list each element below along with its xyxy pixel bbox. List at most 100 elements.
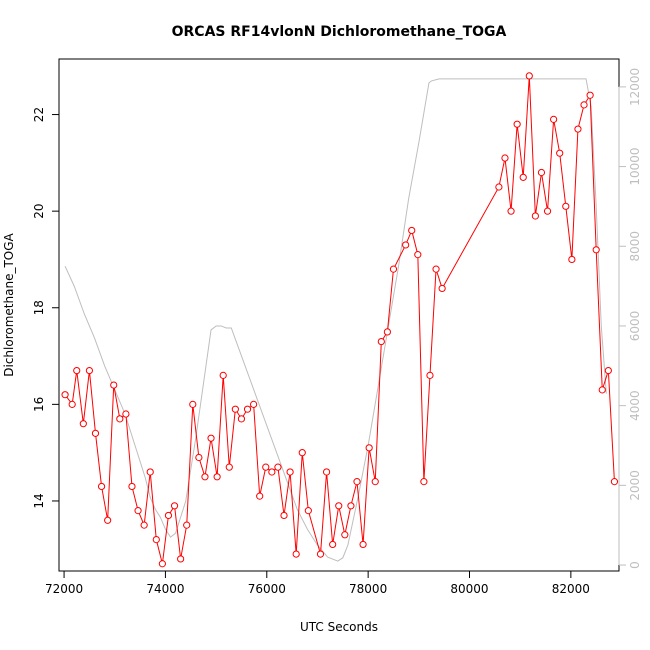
chart-title: ORCAS RF14vlonN Dichloromethane_TOGA bbox=[172, 24, 507, 40]
data-point bbox=[580, 101, 588, 109]
data-point bbox=[610, 478, 619, 486]
y-tick-label: 20 bbox=[32, 204, 46, 219]
data-point bbox=[592, 246, 600, 254]
data-point bbox=[195, 453, 203, 462]
data-point bbox=[513, 120, 521, 128]
data-point bbox=[347, 502, 355, 510]
data-point bbox=[122, 410, 130, 418]
data-point bbox=[225, 463, 233, 471]
data-point bbox=[298, 449, 306, 457]
data-point bbox=[531, 212, 539, 220]
data-point bbox=[556, 149, 564, 157]
data-point bbox=[402, 241, 410, 249]
data-point bbox=[359, 540, 367, 549]
data-point bbox=[201, 473, 209, 481]
data-point bbox=[134, 507, 142, 515]
data-point bbox=[365, 444, 373, 452]
data-point bbox=[550, 115, 558, 123]
data-point bbox=[353, 478, 361, 486]
x-tick-label: 76000 bbox=[248, 582, 286, 596]
x-axis-label: UTC Seconds bbox=[300, 620, 378, 634]
data-point bbox=[91, 429, 100, 437]
y2-tick-label: 12000 bbox=[628, 68, 642, 106]
data-point bbox=[495, 183, 503, 191]
data-point bbox=[371, 478, 379, 486]
series-line-secondary bbox=[64, 78, 607, 562]
data-point bbox=[146, 468, 154, 476]
data-point bbox=[389, 265, 398, 273]
data-point bbox=[598, 386, 606, 394]
y2-tick-label: 4000 bbox=[628, 390, 642, 421]
y2-tick-label: 0 bbox=[628, 561, 642, 569]
series-secondary bbox=[64, 78, 607, 562]
series-primary bbox=[61, 72, 619, 568]
data-point bbox=[286, 468, 294, 476]
x-tick-label: 78000 bbox=[349, 582, 387, 596]
data-point bbox=[104, 516, 112, 524]
data-point bbox=[73, 366, 81, 375]
data-point bbox=[525, 72, 533, 80]
y2-tick-label: 10000 bbox=[628, 147, 642, 185]
data-point bbox=[432, 265, 440, 273]
data-point bbox=[414, 251, 422, 259]
data-point bbox=[304, 507, 312, 515]
y-tick-label: 22 bbox=[32, 107, 46, 122]
data-point bbox=[256, 492, 264, 500]
y-tick-label: 16 bbox=[32, 397, 46, 412]
data-point bbox=[501, 154, 509, 162]
data-point bbox=[250, 400, 258, 408]
data-point bbox=[152, 536, 160, 544]
data-point bbox=[79, 420, 87, 428]
data-point bbox=[128, 482, 136, 491]
data-point bbox=[574, 125, 582, 133]
data-point bbox=[213, 473, 221, 481]
data-point bbox=[519, 173, 527, 181]
data-point bbox=[562, 202, 570, 210]
data-point bbox=[426, 371, 434, 379]
y-tick-label: 18 bbox=[32, 300, 46, 315]
data-point bbox=[377, 337, 385, 346]
axes-group: 72000 74000 76000 78000 80000 820001416182022… bbox=[32, 68, 642, 596]
data-point bbox=[586, 91, 594, 99]
data-point bbox=[170, 502, 179, 510]
data-point bbox=[177, 555, 185, 563]
data-point bbox=[262, 463, 270, 471]
y-axis-label: Dichloromethane_TOGA bbox=[2, 232, 16, 376]
data-point bbox=[292, 550, 300, 558]
y-tick-label: 14 bbox=[32, 493, 46, 508]
x-tick-label: 72000 bbox=[45, 582, 83, 596]
data-point bbox=[183, 521, 191, 529]
data-point bbox=[207, 434, 215, 442]
data-point bbox=[420, 478, 428, 486]
data-point bbox=[140, 521, 148, 529]
data-point bbox=[61, 391, 69, 399]
x-tick-label: 82000 bbox=[552, 582, 590, 596]
y2-tick-label: 2000 bbox=[628, 470, 642, 501]
data-point bbox=[116, 415, 124, 423]
data-point bbox=[543, 207, 552, 215]
data-point bbox=[507, 207, 515, 215]
data-point bbox=[97, 482, 106, 491]
data-point bbox=[438, 284, 446, 293]
data-point bbox=[280, 511, 288, 520]
x-tick-label: 80000 bbox=[450, 582, 488, 596]
data-point bbox=[341, 531, 349, 539]
data-point bbox=[568, 255, 576, 264]
data-point bbox=[537, 168, 546, 177]
data-point bbox=[110, 381, 118, 389]
data-point bbox=[383, 328, 391, 336]
data-point bbox=[274, 463, 282, 471]
data-point bbox=[68, 400, 76, 408]
data-point bbox=[604, 366, 612, 375]
data-point bbox=[219, 371, 227, 379]
y2-tick-label: 6000 bbox=[628, 311, 642, 342]
data-point bbox=[322, 468, 331, 476]
data-point bbox=[243, 405, 252, 413]
data-point bbox=[316, 550, 325, 558]
data-point bbox=[268, 468, 276, 476]
data-point bbox=[164, 511, 173, 520]
y2-tick-label: 8000 bbox=[628, 231, 642, 262]
data-point bbox=[189, 400, 197, 408]
